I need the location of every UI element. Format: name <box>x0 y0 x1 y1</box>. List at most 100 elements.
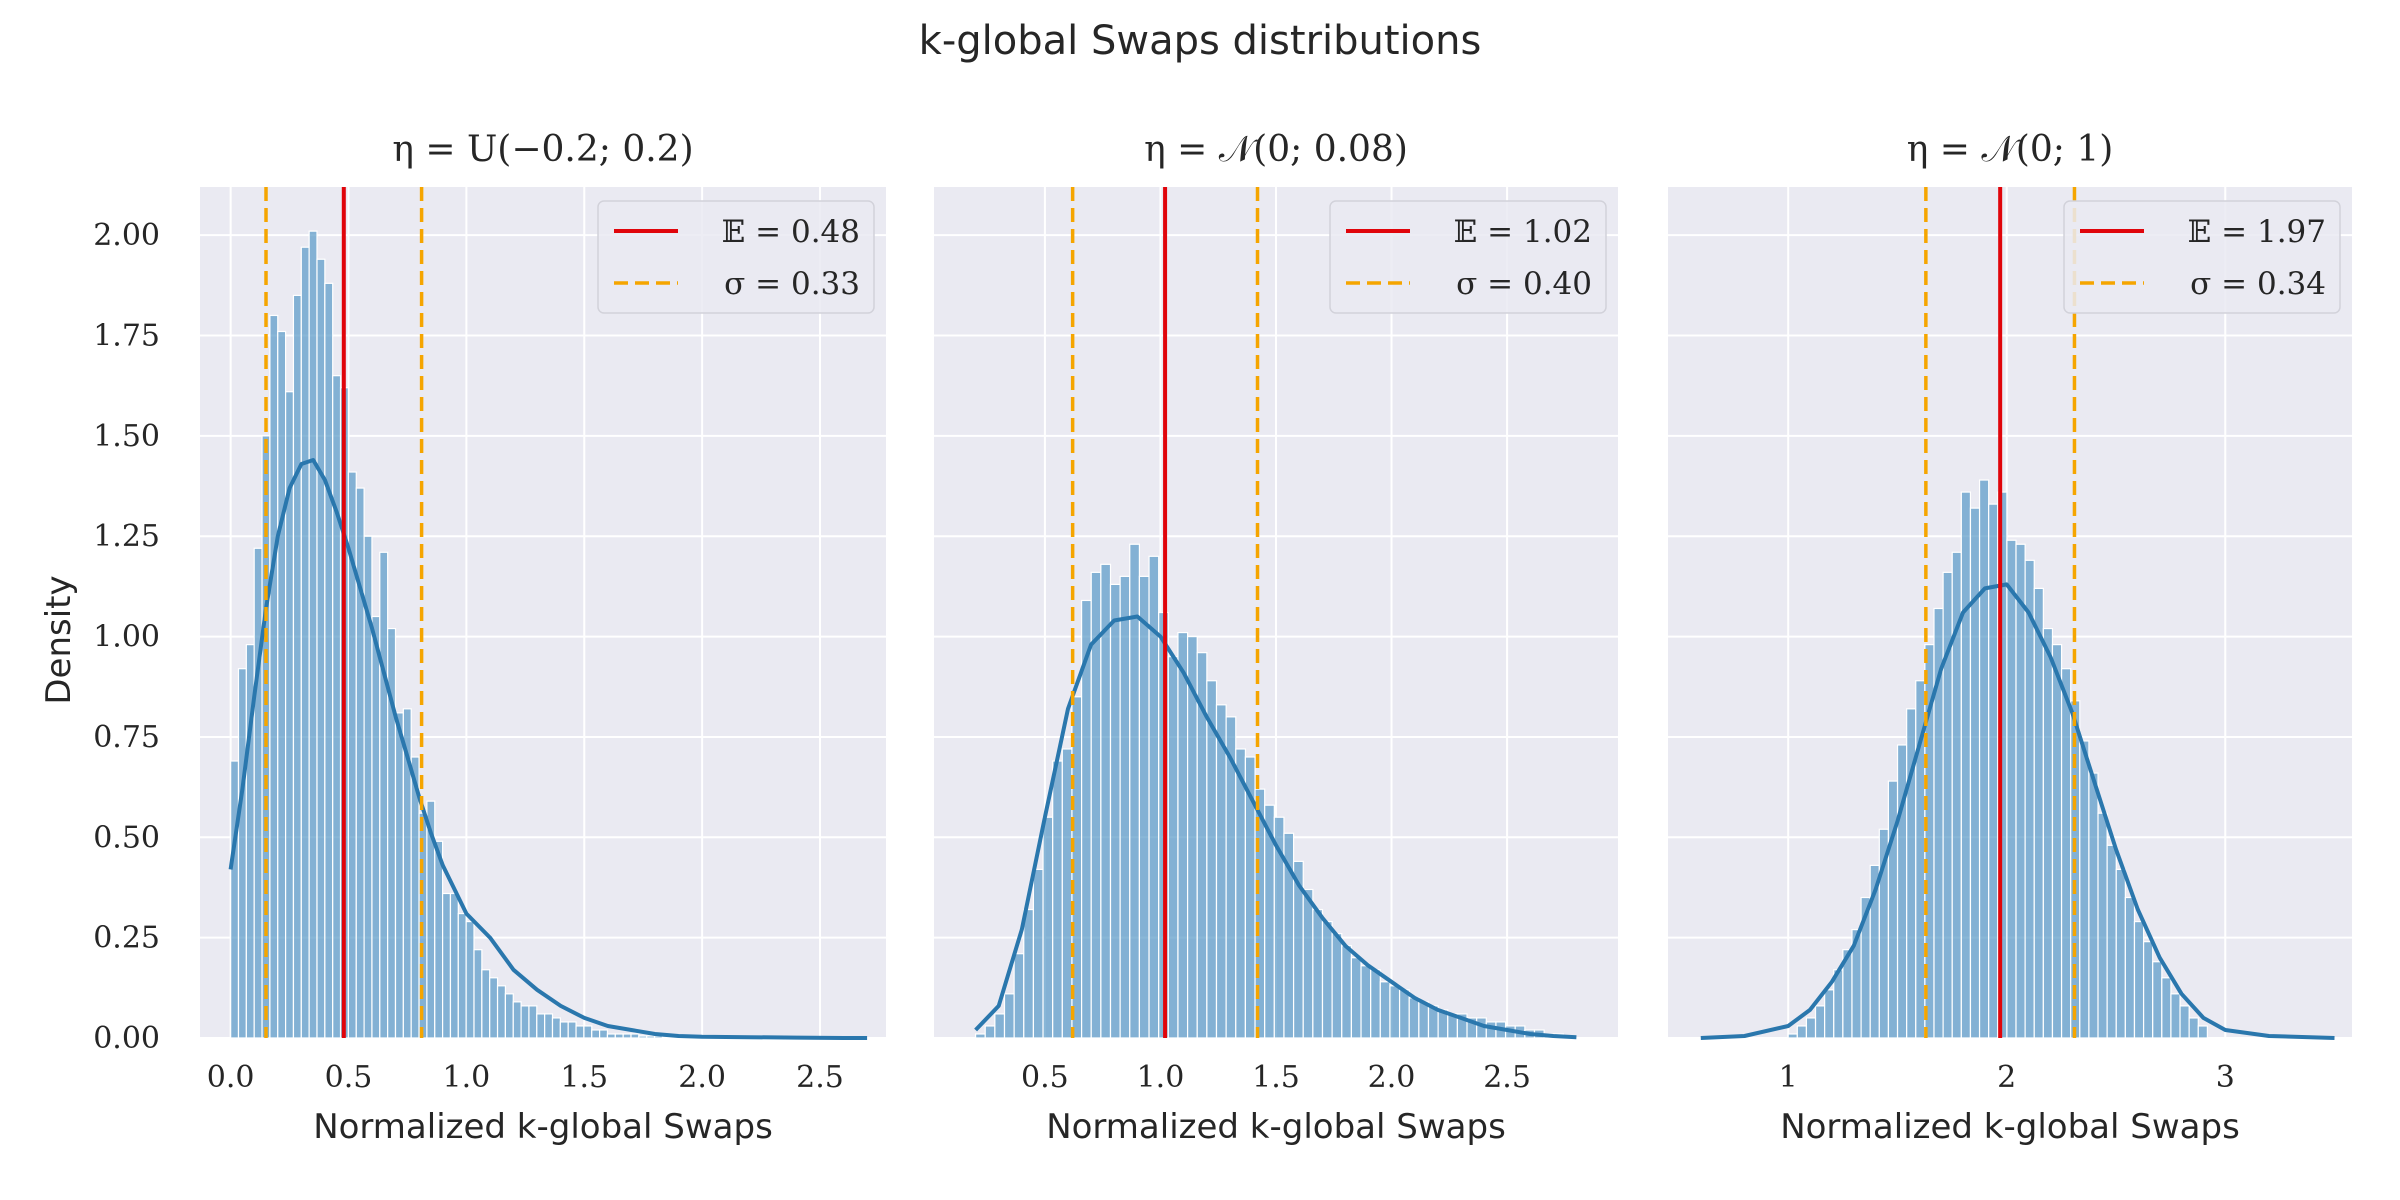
x-tick-label: 0.5 <box>325 1060 373 1095</box>
histogram-bar <box>512 1001 522 1039</box>
x-tick-label: 1.0 <box>1137 1060 1185 1095</box>
histogram-bar <box>630 1033 640 1039</box>
x-tick-label: 1.0 <box>443 1060 491 1095</box>
histogram-bar <box>606 1033 616 1039</box>
y-tick-label: 2.00 <box>93 218 160 253</box>
histogram-bar <box>1331 933 1343 1039</box>
y-tick-label: 0.75 <box>93 720 160 755</box>
histogram-bar <box>308 230 318 1039</box>
histogram-bar <box>434 840 444 1039</box>
histogram-bar <box>536 1013 546 1039</box>
kde-curve <box>974 614 1577 1040</box>
panel-normal-0-08: 0.5 1.0 1.5 2.0 2.5 η = 𝒩(0; 0.08) Normalized … <box>934 129 1618 1147</box>
histogram-bar <box>2142 941 2154 1039</box>
histogram-bar <box>253 547 263 1039</box>
histogram-bar <box>1235 748 1247 1039</box>
histogram-bar <box>371 615 381 1039</box>
histogram-bar <box>2051 644 2063 1039</box>
histogram-bar <box>1302 888 1314 1039</box>
histogram-bar <box>465 920 475 1039</box>
histogram-bar <box>230 760 240 1039</box>
legend-entry-label: σ = 0.34 <box>2190 266 2326 302</box>
x-tick-label: 0.0 <box>207 1060 255 1095</box>
histogram-bar <box>567 1021 577 1039</box>
histogram-bar <box>1003 993 1015 1039</box>
histogram-bar <box>1370 969 1381 1039</box>
histogram-bar <box>1360 965 1372 1039</box>
histogram-bar <box>1312 908 1324 1039</box>
histogram-bar <box>441 892 452 1039</box>
histogram-bar <box>1969 507 1981 1039</box>
histogram-bar <box>1978 479 1990 1039</box>
histogram-bar <box>974 1033 986 1039</box>
histogram-bar <box>457 912 467 1039</box>
histogram-bar <box>583 1025 593 1039</box>
histogram-bar <box>1389 985 1401 1039</box>
histogram-bar <box>1787 1033 1798 1039</box>
histogram-bar <box>481 969 491 1039</box>
histogram-bar <box>379 551 389 1039</box>
kde-curve <box>1700 582 2335 1040</box>
histogram-bar <box>2006 539 2017 1039</box>
histogram-bar <box>394 712 404 1039</box>
histogram-bar <box>638 1035 648 1039</box>
y-tick-label: 1.50 <box>93 419 160 454</box>
histogram-bar <box>2124 896 2136 1039</box>
histogram-bar <box>1379 981 1391 1039</box>
histogram-bar <box>1042 816 1054 1039</box>
histogram-bar <box>591 1029 601 1039</box>
histogram-bar <box>316 258 326 1039</box>
histogram-bar <box>1814 1005 1826 1039</box>
histogram-bar <box>2161 977 2172 1039</box>
histogram-bar <box>489 977 499 1039</box>
x-tick-label: 1.5 <box>560 1060 608 1095</box>
histogram-bar <box>1341 945 1353 1039</box>
histogram-bar <box>504 993 514 1039</box>
histogram-bar <box>1485 1021 1497 1039</box>
histogram-bar <box>2060 668 2072 1039</box>
x-tick-label: 3 <box>2216 1060 2235 1095</box>
histogram-bar <box>2197 1025 2208 1039</box>
histogram-bar <box>237 668 247 1039</box>
histogram-bar <box>1109 583 1121 1039</box>
histogram-bar <box>1215 704 1227 1039</box>
legend-entry-label: 𝔼 = 1.97 <box>2188 214 2326 250</box>
x-tick-label: 2.0 <box>1368 1060 1416 1095</box>
histogram-bar <box>2106 844 2117 1039</box>
histogram-bar <box>292 294 302 1039</box>
histogram-bar <box>1418 1001 1430 1039</box>
histogram-bar <box>1824 989 1835 1039</box>
legend-entry-label: 𝔼 = 1.02 <box>1454 214 1592 250</box>
histogram-bar <box>2170 993 2181 1039</box>
histogram-bar <box>544 1013 554 1039</box>
histogram-bar <box>2088 772 2099 1039</box>
kde-curve <box>228 458 868 1040</box>
histogram-bar <box>1052 760 1063 1039</box>
histogram-bar <box>324 282 334 1039</box>
histogram-bar <box>1061 748 1073 1039</box>
histogram-bar <box>528 1005 538 1039</box>
x-tick-label: 2.0 <box>678 1060 726 1095</box>
histogram-bars <box>974 543 1574 1039</box>
histogram-bar <box>1398 989 1410 1039</box>
legend: 𝔼 = 1.02 σ = 0.40 <box>1329 200 1607 314</box>
y-tick-label: 0.25 <box>93 921 160 956</box>
x-tick-label: 1.5 <box>1252 1060 1300 1095</box>
histogram-bar <box>1408 997 1420 1039</box>
histogram-bar <box>559 1021 569 1039</box>
histogram-bar <box>277 330 287 1039</box>
histogram-bar <box>1023 908 1035 1039</box>
x-tick-label: 0.5 <box>1021 1060 1069 1095</box>
histogram-bar <box>355 487 365 1039</box>
panel-title: η = 𝒩(0; 1) <box>1907 129 2114 170</box>
histogram-bar <box>1805 1017 1817 1039</box>
histogram-bar <box>473 949 483 1039</box>
legend: 𝔼 = 1.97 σ = 0.34 <box>2063 200 2341 314</box>
y-tick-label: 1.75 <box>93 319 160 354</box>
legend-entry-label: 𝔼 = 0.48 <box>722 214 860 250</box>
histogram-bar <box>1177 631 1189 1039</box>
x-tick-label: 2.5 <box>796 1060 844 1095</box>
histogram-bar <box>300 246 310 1039</box>
figure-title: k-global Swaps distributions <box>919 18 1482 64</box>
